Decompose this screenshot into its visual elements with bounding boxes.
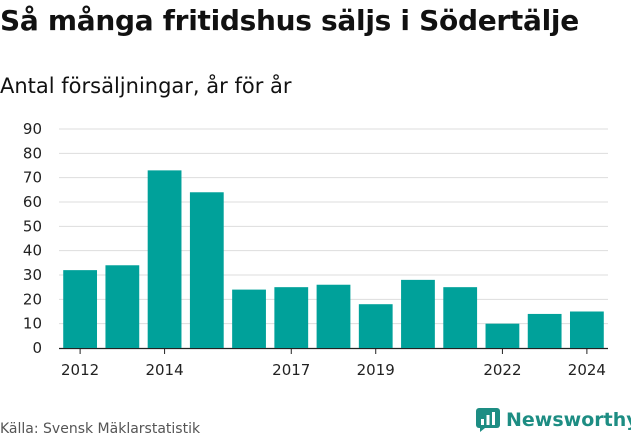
x-axis-ticks: 2012 2014 2017 2019 2022 2024 xyxy=(61,348,606,379)
x-tick-label: 2024 xyxy=(568,361,606,379)
bar-2020 xyxy=(401,279,435,348)
x-tick-label: 2022 xyxy=(483,361,521,379)
y-tick-label: 40 xyxy=(23,242,42,260)
bar-2023 xyxy=(527,313,562,348)
bar-2019 xyxy=(358,304,393,348)
bar-2024 xyxy=(569,311,604,348)
y-tick-label: 80 xyxy=(23,144,42,162)
y-tick-label: 20 xyxy=(23,290,42,308)
bar-2013 xyxy=(105,265,140,348)
chart-title: Så många fritidshus säljs i Södertälje xyxy=(0,4,579,37)
bar-2012 xyxy=(63,270,98,348)
y-tick-label: 10 xyxy=(23,315,42,333)
bar-2014 xyxy=(147,170,182,348)
source-note: Källa: Svensk Mäklarstatistik xyxy=(0,421,201,437)
bar-2021 xyxy=(443,287,478,348)
brand-name: Newsworthy xyxy=(506,409,631,431)
bar-2015 xyxy=(189,192,224,348)
x-tick-label: 2019 xyxy=(357,361,395,379)
y-tick-label: 70 xyxy=(23,169,42,187)
x-tick-label: 2014 xyxy=(145,361,183,379)
bar-2017 xyxy=(274,287,309,348)
y-tick-label: 90 xyxy=(23,120,42,138)
bar-2016 xyxy=(232,289,266,348)
chart-subtitle: Antal försäljningar, år för år xyxy=(0,74,292,98)
newsworthy-logo-icon xyxy=(476,408,500,432)
y-tick-label: 50 xyxy=(23,217,42,235)
y-tick-label: 0 xyxy=(32,339,42,357)
bars xyxy=(63,170,604,348)
y-axis-ticks: 0 10 20 30 40 50 60 70 80 90 xyxy=(23,120,42,357)
bar-chart: 0 10 20 30 40 50 60 70 80 90 2012 2014 2017 2019 2022… xyxy=(23,120,608,379)
brand-logo: Newsworthy xyxy=(476,408,631,432)
x-tick-label: 2017 xyxy=(272,361,310,379)
bar-2022 xyxy=(485,323,520,348)
y-tick-label: 60 xyxy=(23,193,42,211)
x-tick-label: 2012 xyxy=(61,361,99,379)
bar-2018 xyxy=(316,284,351,348)
y-tick-label: 30 xyxy=(23,266,42,284)
